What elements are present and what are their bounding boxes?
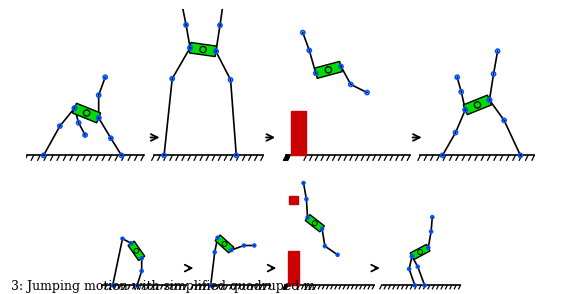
Circle shape <box>327 68 330 72</box>
Circle shape <box>419 251 421 253</box>
Polygon shape <box>305 215 324 232</box>
Circle shape <box>475 103 479 107</box>
Text: 3: Jumping motion with simplified quadruped m: 3: Jumping motion with simplified quadru… <box>11 280 315 293</box>
Polygon shape <box>464 95 491 115</box>
Circle shape <box>85 111 89 115</box>
Circle shape <box>314 222 316 225</box>
Bar <box>289 196 298 204</box>
Circle shape <box>312 221 317 225</box>
Circle shape <box>325 67 332 73</box>
Polygon shape <box>128 241 145 260</box>
Polygon shape <box>73 103 100 123</box>
Circle shape <box>135 250 138 252</box>
Circle shape <box>83 110 90 116</box>
Circle shape <box>201 48 205 51</box>
Polygon shape <box>215 235 234 253</box>
Bar <box>291 111 306 155</box>
Circle shape <box>134 249 139 253</box>
Circle shape <box>200 46 206 53</box>
Polygon shape <box>410 244 430 260</box>
Circle shape <box>222 242 227 246</box>
Circle shape <box>418 250 422 254</box>
Polygon shape <box>315 61 342 78</box>
Polygon shape <box>190 42 217 56</box>
Bar <box>288 251 299 285</box>
Circle shape <box>474 102 481 108</box>
Circle shape <box>223 243 226 245</box>
